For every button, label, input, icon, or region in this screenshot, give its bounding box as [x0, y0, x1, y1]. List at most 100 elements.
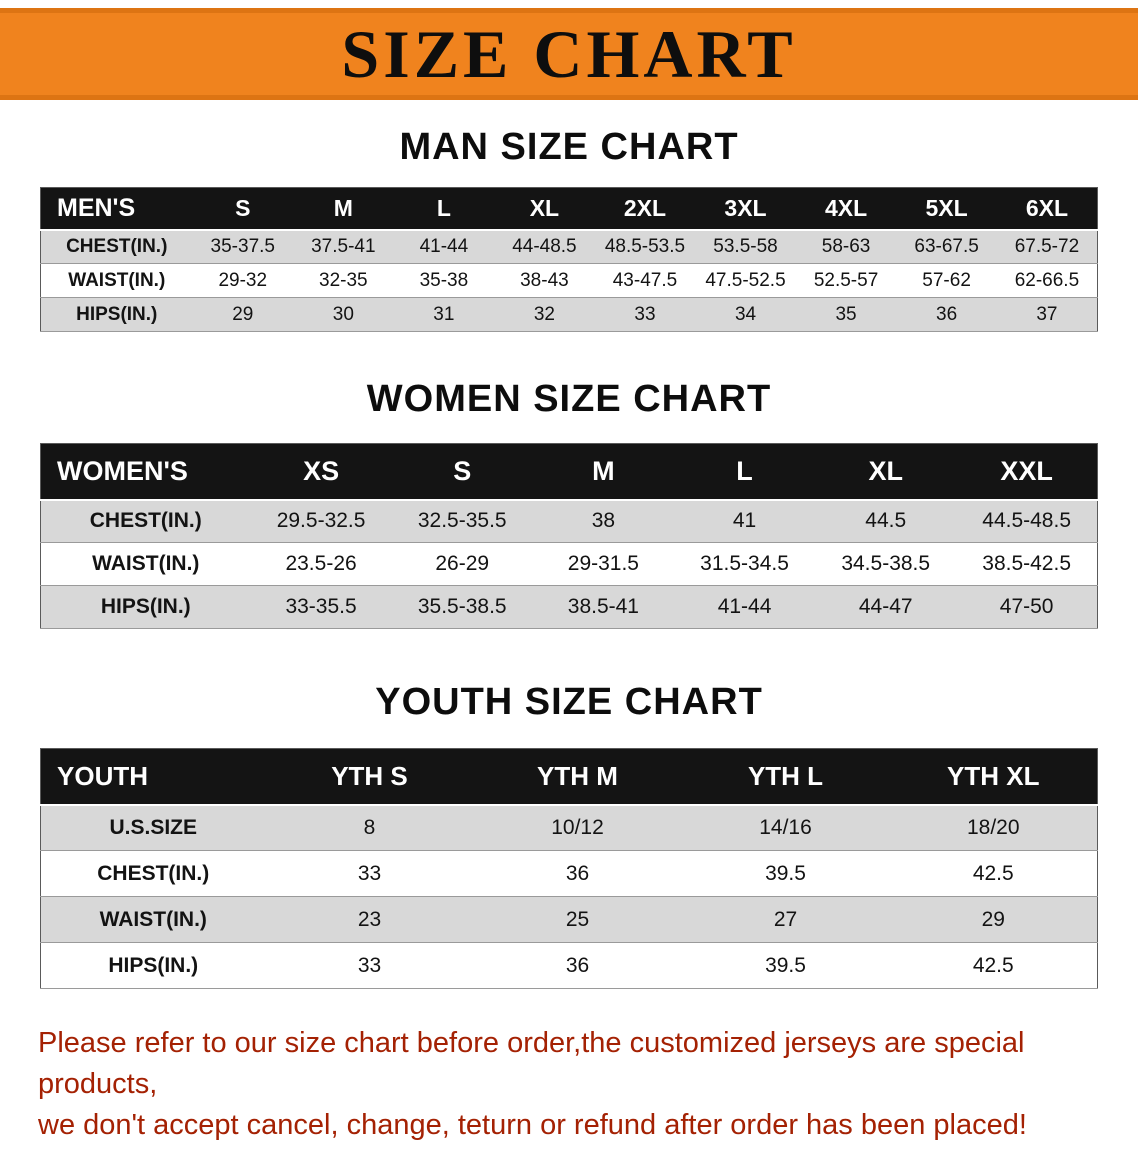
- cell-value: 27: [681, 896, 890, 943]
- column-header: YTH S: [265, 748, 474, 806]
- size-chart-banner: SIZE CHART: [0, 8, 1138, 100]
- table-row: CHEST(IN.) 33 36 39.5 42.5: [40, 850, 1098, 897]
- column-header: YTH L: [681, 748, 890, 806]
- cell-value: 8: [265, 804, 474, 851]
- column-header: S: [192, 187, 294, 231]
- column-header: L: [673, 443, 816, 501]
- table-row: CHEST(IN.) 29.5-32.5 32.5-35.5 38 41 44.5 44.5…: [40, 499, 1098, 543]
- cell-value: 36: [896, 297, 997, 332]
- cell-value: 47.5-52.5: [695, 263, 796, 298]
- cell-value: 34.5-38.5: [815, 542, 957, 586]
- cell-value: 31.5-34.5: [673, 542, 816, 586]
- row-label: WAIST(IN.): [40, 542, 251, 586]
- column-header: S: [391, 443, 533, 501]
- cell-value: 33: [265, 942, 474, 989]
- cell-value: 43-47.5: [594, 263, 696, 298]
- size-chart-page: SIZE CHART MAN SIZE CHART MEN'S S M L XL 2XL 3…: [0, 8, 1138, 1157]
- cell-value: 35: [795, 297, 897, 332]
- cell-value: 36: [473, 850, 682, 897]
- column-header: XL: [494, 187, 595, 231]
- cell-value: 62-66.5: [996, 263, 1098, 298]
- women-size-chart-table: WOMEN'S XS S M L XL XXL CHEST(IN.) 29.5-32.5 32.5…: [40, 443, 1098, 629]
- row-label: CHEST(IN.): [40, 499, 251, 543]
- disclaimer-line-2: we don't accept cancel, change, teturn o…: [38, 1109, 1027, 1142]
- column-header: L: [393, 187, 495, 231]
- row-label: WAIST(IN.): [40, 263, 193, 298]
- cell-value: 25: [473, 896, 682, 943]
- cell-value: 35-37.5: [192, 229, 294, 264]
- banner-title: SIZE CHART: [341, 16, 797, 92]
- disclaimer-text: Please refer to our size chart before or…: [38, 1023, 1100, 1147]
- cell-value: 34: [695, 297, 796, 332]
- row-label: CHEST(IN.): [40, 850, 266, 897]
- disclaimer-line-1: Please refer to our size chart before or…: [38, 1027, 1025, 1101]
- column-header: 6XL: [996, 187, 1098, 231]
- column-header: XXL: [956, 443, 1098, 501]
- cell-value: 23.5-26: [250, 542, 392, 586]
- youth-size-chart-table: YOUTH YTH S YTH M YTH L YTH XL U.S.SIZE 8 10/12…: [40, 748, 1098, 989]
- cell-value: 29-32: [192, 263, 294, 298]
- cell-value: 35-38: [393, 263, 495, 298]
- column-header: 4XL: [795, 187, 897, 231]
- cell-value: 32-35: [293, 263, 394, 298]
- cell-value: 35.5-38.5: [391, 585, 533, 629]
- cell-value: 41-44: [673, 585, 816, 629]
- table-row: WAIST(IN.) 29-32 32-35 35-38 38-43 43-47.5 47.…: [40, 263, 1098, 298]
- column-header: 2XL: [594, 187, 696, 231]
- cell-value: 37: [996, 297, 1098, 332]
- cell-value: 23: [265, 896, 474, 943]
- cell-value: 29: [192, 297, 294, 332]
- youth-size-table: YOUTH YTH S YTH M YTH L YTH XL U.S.SIZE 8 10/12…: [40, 748, 1098, 989]
- cell-value: 31: [393, 297, 495, 332]
- cell-value: 44.5: [815, 499, 957, 543]
- cell-value: 41: [673, 499, 816, 543]
- cell-value: 36: [473, 942, 682, 989]
- cell-value: 39.5: [681, 942, 890, 989]
- table-row: U.S.SIZE 8 10/12 14/16 18/20: [40, 804, 1098, 851]
- table-row: CHEST(IN.) 35-37.5 37.5-41 41-44 44-48.5 48.5…: [40, 229, 1098, 264]
- column-header: M: [293, 187, 394, 231]
- column-header: XS: [250, 443, 392, 501]
- cell-value: 32: [494, 297, 595, 332]
- column-header: YTH M: [473, 748, 682, 806]
- column-header: MEN'S: [40, 187, 193, 231]
- cell-value: 29-31.5: [532, 542, 674, 586]
- cell-value: 33: [594, 297, 696, 332]
- column-header: 5XL: [896, 187, 997, 231]
- cell-value: 42.5: [889, 942, 1098, 989]
- cell-value: 18/20: [889, 804, 1098, 851]
- row-label: U.S.SIZE: [40, 804, 266, 851]
- cell-value: 32.5-35.5: [391, 499, 533, 543]
- cell-value: 38.5-41: [532, 585, 674, 629]
- column-header: 3XL: [695, 187, 796, 231]
- cell-value: 37.5-41: [293, 229, 394, 264]
- cell-value: 33: [265, 850, 474, 897]
- row-label: HIPS(IN.): [40, 585, 251, 629]
- cell-value: 29.5-32.5: [250, 499, 392, 543]
- cell-value: 41-44: [393, 229, 495, 264]
- cell-value: 58-63: [795, 229, 897, 264]
- row-label: HIPS(IN.): [40, 297, 193, 332]
- cell-value: 48.5-53.5: [594, 229, 696, 264]
- cell-value: 53.5-58: [695, 229, 796, 264]
- cell-value: 38: [532, 499, 674, 543]
- cell-value: 52.5-57: [795, 263, 897, 298]
- cell-value: 14/16: [681, 804, 890, 851]
- cell-value: 29: [889, 896, 1098, 943]
- column-header: YOUTH: [40, 748, 266, 806]
- cell-value: 30: [293, 297, 394, 332]
- cell-value: 44-48.5: [494, 229, 595, 264]
- table-row: WAIST(IN.) 23 25 27 29: [40, 896, 1098, 943]
- cell-value: 38-43: [494, 263, 595, 298]
- women-size-table: WOMEN'S XS S M L XL XXL CHEST(IN.) 29.5-32.5 32.5…: [40, 443, 1098, 629]
- men-size-chart-table: MEN'S S M L XL 2XL 3XL 4XL 5XL 6XL CHEST(IN.) 35-37…: [40, 187, 1098, 332]
- column-header: XL: [815, 443, 957, 501]
- cell-value: 33-35.5: [250, 585, 392, 629]
- row-label: HIPS(IN.): [40, 942, 266, 989]
- cell-value: 47-50: [956, 585, 1098, 629]
- women-chart-heading: WOMEN SIZE CHART: [366, 378, 772, 420]
- column-header: WOMEN'S: [40, 443, 251, 501]
- cell-value: 26-29: [391, 542, 533, 586]
- cell-value: 67.5-72: [996, 229, 1098, 264]
- column-header: M: [532, 443, 674, 501]
